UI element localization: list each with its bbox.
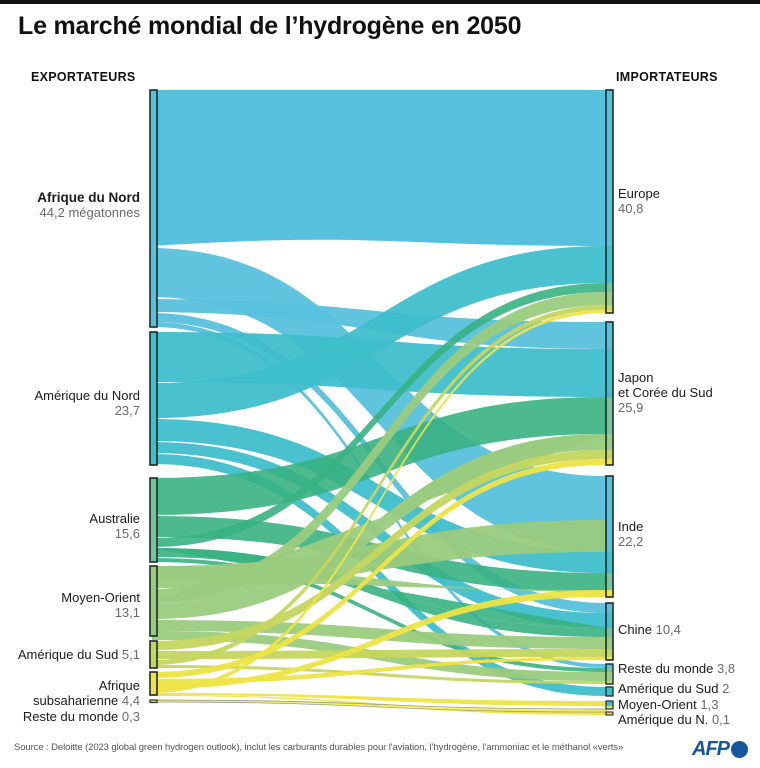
label-moyen-orient-right-value: 1,3: [700, 697, 719, 712]
afp-logo: AFP: [692, 738, 748, 761]
label-afrique-subsaharienne-value: 4,4: [121, 693, 140, 708]
ribbon-afrique-subsaharienne-inde: [152, 590, 606, 689]
label-japon-coree-name-1: Japon: [618, 370, 654, 385]
node-europe[interactable]: [605, 89, 614, 314]
ribbon-australie-japon: [152, 397, 606, 515]
label-europe-value: 40,8: [618, 201, 644, 216]
label-amerique-du-nord-right-name: Amérique du N.: [618, 712, 709, 727]
ribbon-amerique-du-nord-inde: [152, 419, 606, 573]
node-afrique-du-nord[interactable]: [149, 89, 158, 328]
label-australie-value: 15,6: [114, 526, 140, 541]
label-afrique-subsaharienne: Afrique subsaharienne 4,4: [0, 678, 140, 708]
ribbon-moyen-orient-europe: [152, 292, 606, 602]
ribbon-afrique-du-nord-europe: [152, 90, 606, 246]
label-afrique-subsaharienne-name-1: Afrique: [98, 678, 140, 693]
label-reste-du-monde-left-value: 0,3: [121, 709, 140, 724]
top-rule: [0, 0, 760, 4]
ribbon-amerique-du-sud-reste: [152, 665, 606, 684]
label-europe: Europe 40,8: [618, 186, 660, 216]
label-chine: Chine 10,4: [618, 622, 681, 637]
label-inde-value: 22,2: [618, 534, 644, 549]
label-afrique-subsaharienne-name-2: subsaharienne: [33, 693, 119, 708]
node-amerique-du-sud[interactable]: [149, 640, 158, 669]
page-title: Le marché mondial de l’hydrogène en 2050: [18, 12, 522, 40]
afp-dot-icon: [731, 741, 748, 758]
label-europe-name: Europe: [618, 186, 660, 201]
ribbon-australie-europe: [152, 283, 606, 547]
node-afrique-subsaharienne[interactable]: [149, 671, 158, 696]
label-reste-du-monde-right-value: 3,8: [717, 661, 736, 676]
sankey-svg: [149, 89, 614, 716]
ribbon-australie-reste: [152, 558, 606, 672]
label-australie: Australie 15,6: [0, 511, 140, 541]
ribbon-amerique-du-sud-europe: [152, 305, 606, 665]
label-amerique-du-sud-right-name: Amérique du Sud: [618, 681, 719, 696]
ribbon-afrique-subsaharienne-europe: [152, 310, 606, 693]
source-note: Source : Deloitte (2023 global green hyd…: [14, 742, 624, 753]
ribbon-afrique-subsaharienne-moyenorient: [152, 693, 606, 706]
node-australie[interactable]: [149, 477, 158, 563]
ribbon-australie-chine2: [152, 548, 606, 637]
label-japon-coree-value: 25,9: [618, 400, 644, 415]
ribbon-afrique-subsaharienne-japon: [152, 459, 606, 678]
label-moyen-orient-right: Moyen-Orient 1,3: [618, 697, 718, 712]
label-japon-coree: Japon et Corée du Sud 25,9: [618, 370, 713, 415]
label-moyen-orient-value: 13,1: [114, 605, 140, 620]
sankey-ribbons: [151, 90, 607, 715]
node-reste-du-monde-right[interactable]: [605, 663, 614, 685]
label-afrique-du-nord-name: Afrique du Nord: [37, 190, 140, 205]
node-chine[interactable]: [605, 602, 614, 661]
node-amerique-du-nord-right[interactable]: [605, 711, 614, 716]
label-inde: Inde 22,2: [618, 519, 643, 549]
node-inde[interactable]: [605, 475, 614, 598]
label-amerique-du-nord-right: Amérique du N. 0,1: [618, 712, 730, 727]
ribbon-amerique-du-nord-ameriquesud: [152, 454, 606, 696]
label-afrique-du-nord: Afrique du Nord 44,2 mégatonnes: [0, 190, 140, 220]
label-amerique-du-nord-right-value: 0,1: [711, 712, 731, 727]
node-amerique-du-nord[interactable]: [149, 331, 158, 466]
label-inde-name: Inde: [618, 519, 644, 534]
sankey-right-nodes: [605, 89, 614, 716]
column-header-importers: IMPORTATEURS: [616, 70, 718, 84]
label-amerique-du-nord-value: 23,7: [114, 403, 140, 418]
node-reste-du-monde-left[interactable]: [149, 699, 158, 704]
label-reste-du-monde-right-name: Reste du monde: [618, 661, 714, 676]
label-afrique-du-nord-value: 44,2 mégatonnes: [39, 205, 140, 220]
label-chine-value: 10,4: [655, 622, 681, 637]
label-amerique-du-nord: Amérique du Nord 23,7: [0, 388, 141, 418]
label-moyen-orient-right-name: Moyen-Orient: [618, 697, 697, 712]
label-moyen-orient-name: Moyen-Orient: [61, 590, 140, 605]
label-amerique-du-sud-right: Amérique du Sud 2: [618, 681, 729, 696]
label-amerique-du-sud-value: 5,1: [121, 647, 140, 662]
label-chine-name: Chine: [618, 622, 652, 637]
label-amerique-du-sud-right-value: 2: [722, 681, 730, 696]
sankey-left-nodes: [149, 89, 158, 704]
ribbon-moyen-orient-japon2: [152, 434, 606, 619]
ribbon-amerique-du-sud-japon: [152, 450, 606, 650]
label-moyen-orient: Moyen-Orient 13,1: [0, 590, 140, 620]
node-amerique-du-sud-right[interactable]: [605, 686, 614, 697]
sankey-chart: [149, 89, 614, 716]
node-moyen-orient[interactable]: [149, 565, 158, 637]
column-header-exporters: EXPORTATEURS: [31, 70, 136, 84]
label-reste-du-monde-left: Reste du monde 0,3: [0, 709, 140, 724]
label-reste-du-monde-left-name: Reste du monde: [22, 709, 119, 724]
label-amerique-du-nord-name: Amérique du Nord: [34, 388, 141, 403]
label-australie-name: Australie: [89, 511, 140, 526]
label-reste-du-monde-right: Reste du monde 3,8: [618, 661, 735, 676]
ribbon-amerique-du-nord-europe: [152, 246, 606, 418]
node-japon-coree[interactable]: [605, 321, 614, 466]
node-moyen-orient-right[interactable]: [605, 700, 614, 710]
afp-wordmark: AFP: [692, 738, 730, 760]
label-japon-coree-name-2: et Corée du Sud: [618, 385, 713, 400]
label-amerique-du-sud-name: Amérique du Sud: [17, 647, 119, 662]
label-amerique-du-sud: Amérique du Sud 5,1: [0, 647, 140, 662]
